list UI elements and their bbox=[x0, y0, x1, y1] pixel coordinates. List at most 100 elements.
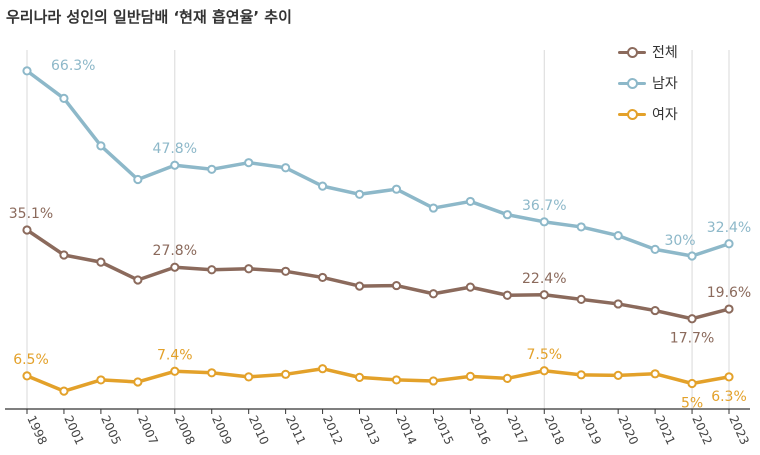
data-point-female-2018 bbox=[539, 366, 549, 376]
data-point-total-2020 bbox=[613, 299, 623, 309]
data-point-male-2007 bbox=[133, 174, 143, 185]
legend-swatch-male bbox=[618, 75, 646, 91]
series-line-male bbox=[25, 69, 731, 258]
data-point-male-2009 bbox=[207, 164, 217, 174]
data-label-total-1998: 35.1% bbox=[9, 206, 53, 222]
data-point-total-2015 bbox=[428, 289, 439, 299]
data-point-male-2021 bbox=[650, 244, 660, 254]
data-point-female-2019 bbox=[576, 370, 586, 380]
data-point-female-2016 bbox=[465, 371, 475, 381]
x-tick-label-2014: 2014 bbox=[394, 413, 420, 447]
x-tick-label-2020: 2020 bbox=[615, 413, 641, 447]
data-label-total-2018: 22.4% bbox=[522, 271, 566, 287]
data-point-female-2009 bbox=[207, 368, 217, 378]
data-point-total-2019 bbox=[576, 294, 586, 304]
data-point-male-2013 bbox=[354, 189, 365, 199]
data-point-male-2016 bbox=[465, 196, 475, 207]
x-tick-label-2022: 2022 bbox=[689, 413, 715, 447]
data-point-total-2001 bbox=[59, 250, 69, 260]
data-point-female-2011 bbox=[281, 369, 291, 379]
x-tick-label-2012: 2012 bbox=[320, 413, 346, 447]
x-tick-label-2016: 2016 bbox=[468, 413, 494, 447]
data-point-total-2007 bbox=[133, 275, 143, 285]
legend-label-male: 남자 bbox=[652, 75, 678, 92]
x-tick-label-2008: 2008 bbox=[172, 413, 198, 447]
data-point-total-2023 bbox=[724, 304, 734, 314]
data-point-total-2022 bbox=[687, 314, 697, 324]
data-point-male-2020 bbox=[613, 231, 623, 241]
legend-label-total: 전체 bbox=[652, 44, 678, 61]
data-point-total-2014 bbox=[391, 280, 402, 291]
data-label-female-2022: 5% bbox=[681, 396, 703, 412]
data-point-male-2022 bbox=[687, 251, 697, 261]
legend: 전체 남자 여자 bbox=[618, 36, 678, 129]
data-point-total-2011 bbox=[281, 266, 291, 276]
data-point-female-2007 bbox=[133, 377, 143, 387]
legend-item-total: 전체 bbox=[618, 36, 678, 67]
x-tick-label-2009: 2009 bbox=[209, 413, 235, 447]
data-point-female-1998 bbox=[22, 371, 32, 381]
data-point-female-2014 bbox=[391, 375, 402, 385]
data-point-total-2017 bbox=[502, 290, 512, 300]
x-tick-label-2019: 2019 bbox=[578, 413, 604, 447]
data-label-male-1998: 66.3% bbox=[51, 58, 95, 74]
legend-swatch-total bbox=[618, 44, 646, 60]
data-point-total-2010 bbox=[244, 264, 254, 274]
data-label-male-2023: 32.4% bbox=[707, 220, 751, 236]
x-tick-label-2023: 2023 bbox=[726, 413, 752, 447]
data-point-total-2008 bbox=[170, 262, 180, 272]
series-line-female bbox=[25, 366, 731, 393]
x-tick-label-2005: 2005 bbox=[98, 413, 124, 447]
data-point-male-2018 bbox=[539, 217, 549, 227]
x-tick-label-1998: 1998 bbox=[24, 413, 50, 447]
data-point-male-2005 bbox=[96, 141, 106, 151]
series-line-total bbox=[25, 228, 731, 321]
data-point-female-2010 bbox=[244, 372, 254, 382]
data-point-female-2013 bbox=[354, 372, 365, 382]
data-point-female-2015 bbox=[428, 376, 439, 386]
data-label-male-2008: 47.8% bbox=[153, 141, 197, 157]
data-point-male-2023 bbox=[724, 239, 734, 249]
x-tick-label-2013: 2013 bbox=[357, 413, 383, 447]
data-label-total-2023: 19.6% bbox=[707, 285, 751, 301]
data-point-male-1998 bbox=[22, 66, 32, 76]
data-label-female-2018: 7.5% bbox=[526, 347, 562, 363]
data-point-total-1998 bbox=[22, 225, 32, 235]
data-label-male-2022: 30% bbox=[664, 233, 695, 249]
data-point-female-2001 bbox=[59, 386, 69, 396]
data-label-female-2008: 7.4% bbox=[157, 347, 193, 363]
x-tick-label-2010: 2010 bbox=[246, 413, 272, 447]
data-point-male-2015 bbox=[428, 203, 439, 213]
data-point-female-2008 bbox=[170, 366, 180, 376]
x-tick-label-2007: 2007 bbox=[135, 413, 161, 447]
chart-title: 우리나라 성인의 일반담배 ‘현재 흡연율’ 추이 bbox=[6, 8, 292, 26]
x-tick-label-2017: 2017 bbox=[505, 413, 531, 447]
data-point-total-2005 bbox=[96, 257, 106, 267]
data-point-female-2012 bbox=[317, 364, 328, 374]
x-tick-label-2015: 2015 bbox=[431, 413, 457, 447]
data-point-male-2019 bbox=[576, 222, 586, 232]
data-point-total-2009 bbox=[207, 265, 217, 275]
data-point-male-2001 bbox=[59, 93, 69, 104]
data-point-total-2018 bbox=[539, 290, 549, 300]
data-point-female-2020 bbox=[613, 370, 623, 380]
data-point-total-2016 bbox=[465, 282, 475, 292]
data-point-total-2012 bbox=[317, 272, 328, 283]
data-point-female-2023 bbox=[724, 372, 734, 382]
data-point-male-2014 bbox=[391, 184, 402, 194]
data-label-female-1998: 6.5% bbox=[13, 352, 49, 368]
data-point-total-2021 bbox=[650, 305, 660, 316]
legend-item-female: 여자 bbox=[618, 98, 678, 129]
x-tick-label-2011: 2011 bbox=[283, 413, 309, 447]
data-point-male-2011 bbox=[281, 163, 291, 173]
data-label-male-2018: 36.7% bbox=[522, 198, 566, 214]
legend-swatch-female bbox=[618, 106, 646, 122]
data-point-total-2013 bbox=[354, 281, 365, 291]
data-label-total-2008: 27.8% bbox=[153, 243, 197, 259]
legend-item-male: 남자 bbox=[618, 67, 678, 98]
data-point-female-2021 bbox=[650, 369, 660, 379]
data-point-male-2010 bbox=[244, 158, 254, 168]
data-point-female-2017 bbox=[502, 373, 512, 383]
data-label-total-2022: 17.7% bbox=[670, 331, 714, 347]
